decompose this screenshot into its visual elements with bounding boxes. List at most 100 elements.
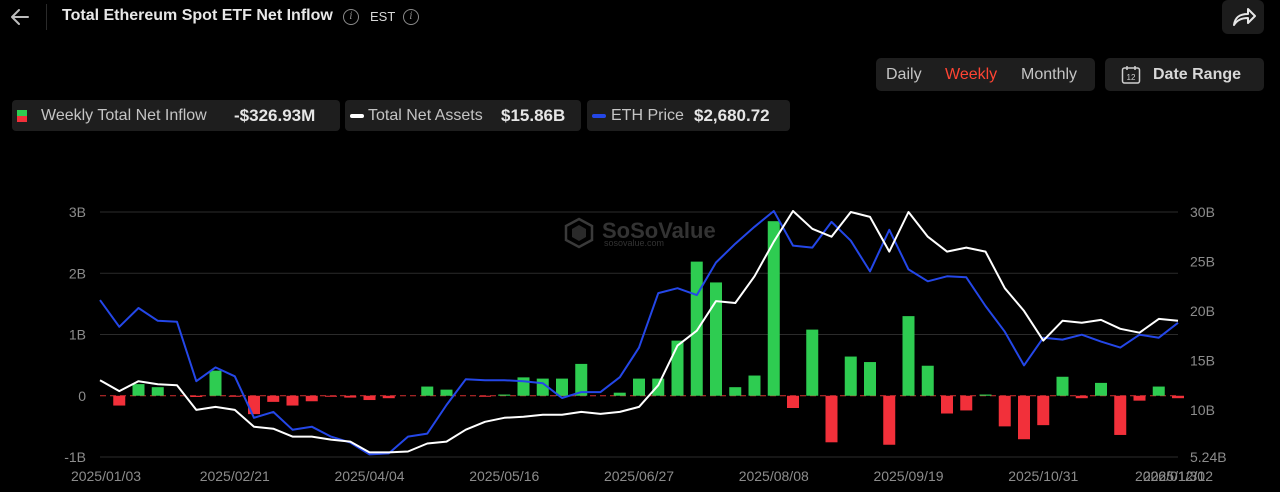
inflow-bar	[690, 261, 703, 396]
inflow-swatch-icon	[17, 110, 27, 122]
inflow-bar	[267, 395, 280, 402]
axes: 3B 2B 1B 0 -1B 30B 25B 20B 15B 10B 5.24B 2025/01/03…	[64, 204, 1226, 484]
inflow-bar	[113, 395, 126, 406]
inflow-bar	[1133, 395, 1146, 401]
inflow-bar	[825, 395, 838, 443]
legend-inflow-value: -$326.93M	[234, 106, 316, 125]
inflow-bar	[1037, 395, 1050, 426]
share-icon	[1233, 8, 1256, 26]
watermark-url: sosovalue.com	[604, 238, 664, 248]
y-right-tick-label: 20B	[1190, 303, 1215, 319]
inflow-bar	[1095, 382, 1107, 396]
inflow-bar	[767, 221, 780, 396]
price-swatch-icon	[592, 114, 606, 118]
x-tick-label: 2025/01/03	[71, 468, 141, 484]
date-range-label: Date Range	[1153, 66, 1242, 83]
y-left-tick-label: 2B	[69, 265, 86, 281]
inflow-bar	[1056, 376, 1069, 396]
arrow-left-icon	[11, 9, 29, 25]
x-tick-label: 2025/12/12	[1143, 468, 1213, 484]
inflow-bar	[498, 394, 511, 396]
back-button[interactable]	[8, 4, 34, 30]
inflow-bar	[248, 395, 260, 415]
legend-price[interactable]: ETH Price $2,680.72	[587, 100, 790, 131]
timezone-info-icon[interactable]: i	[403, 9, 419, 25]
x-tick-label: 2025/02/21	[200, 468, 270, 484]
inflow-bar	[633, 378, 645, 396]
legend-assets-name: Total Net Assets	[368, 107, 483, 124]
inflow-bar	[344, 395, 357, 398]
legend-assets[interactable]: Total Net Assets $15.86B	[345, 100, 581, 131]
inflow-bar	[998, 395, 1011, 427]
inflow-bars	[113, 221, 1184, 445]
y-right-tick-label: 10B	[1190, 402, 1215, 418]
period-selector: Daily Weekly Monthly	[876, 58, 1095, 91]
watermark-brand: SoSoValue	[602, 218, 716, 243]
period-monthly[interactable]: Monthly	[1021, 66, 1078, 83]
inflow-bar	[787, 395, 799, 408]
inflow-bar	[190, 395, 203, 397]
timezone-label: EST	[370, 9, 396, 24]
y-left-tick-label: 3B	[69, 204, 86, 220]
calendar-icon: 12	[1121, 66, 1141, 84]
inflow-bar	[979, 394, 992, 396]
inflow-bar	[960, 395, 973, 411]
inflow-bar	[902, 316, 915, 396]
inflow-bar	[209, 370, 222, 396]
inflow-bar	[806, 329, 819, 396]
inflow-bar	[844, 356, 857, 396]
inflow-bar	[151, 387, 164, 396]
period-weekly[interactable]: Weekly	[945, 66, 998, 83]
inflow-bar	[1075, 395, 1088, 399]
legend-inflow[interactable]: Weekly Total Net Inflow -$326.93M	[12, 100, 340, 131]
inflow-bar	[479, 395, 491, 397]
inflow-bar	[921, 365, 934, 396]
x-tick-label: 2025/05/16	[469, 468, 539, 484]
x-tick-label: 2025/09/19	[873, 468, 943, 484]
inflow-bar	[729, 387, 742, 396]
y-right-tick-label: 25B	[1190, 253, 1215, 269]
header-divider	[46, 4, 47, 30]
page-title: Total Ethereum Spot ETF Net Inflow	[62, 7, 333, 24]
x-tick-label: 2025/10/31	[1008, 468, 1078, 484]
total-net-assets-line	[99, 210, 1179, 454]
share-button[interactable]	[1222, 0, 1264, 34]
x-tick-label: 2025/08/08	[739, 468, 809, 484]
x-tick-label: 2025/06/27	[604, 468, 674, 484]
inflow-bar	[440, 389, 453, 396]
inflow-bar	[575, 363, 588, 396]
assets-swatch-icon	[350, 114, 364, 118]
inflow-bar	[864, 362, 876, 396]
inflow-bar	[1018, 395, 1030, 440]
inflow-bar	[421, 386, 434, 396]
y-right-tick-label: 30B	[1190, 204, 1215, 220]
y-left-tick-label: 1B	[69, 327, 86, 343]
y-left-tick-label: -1B	[64, 449, 86, 465]
top-bar: Total Ethereum Spot ETF Net Inflow i EST…	[0, 0, 1280, 36]
x-tick-label: 2026/01/30	[1135, 468, 1205, 484]
svg-text:12: 12	[1127, 73, 1136, 82]
title-info-icon[interactable]: i	[343, 9, 359, 25]
inflow-bar	[710, 282, 722, 396]
inflow-bar	[883, 395, 896, 445]
inflow-bar	[305, 395, 318, 402]
inflow-bar	[132, 384, 145, 396]
inflow-bar	[363, 395, 376, 401]
inflow-bar	[1172, 395, 1184, 399]
inflow-bar	[556, 378, 568, 396]
legend-price-value: $2,680.72	[694, 106, 770, 125]
inflow-bar	[941, 395, 953, 414]
y-left-tick-label: 0	[78, 388, 86, 404]
watermark: SoSoValue sosovalue.com	[564, 217, 716, 249]
inflow-bar	[382, 395, 395, 399]
sosovalue-logo-icon	[564, 217, 594, 249]
inflow-bar	[671, 340, 684, 396]
eth-price-line	[99, 210, 1179, 456]
legend-inflow-name: Weekly Total Net Inflow	[41, 107, 207, 124]
date-range-button[interactable]: 12 Date Range	[1105, 58, 1264, 91]
inflow-bar	[228, 395, 241, 397]
period-daily[interactable]: Daily	[886, 66, 922, 83]
line-series	[99, 210, 1179, 456]
y-right-tick-label: 15B	[1190, 352, 1215, 368]
